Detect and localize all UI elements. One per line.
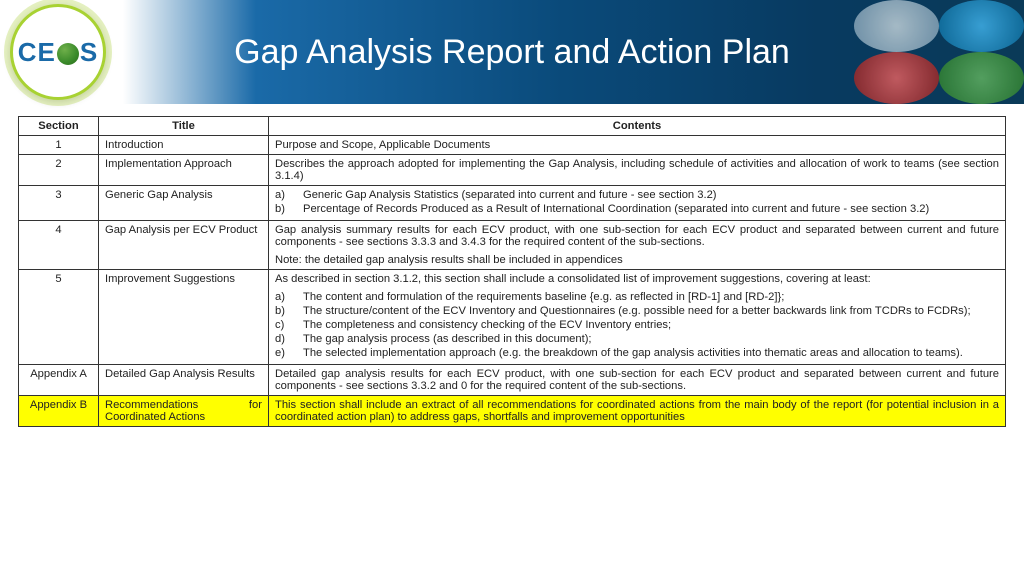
cell-title: Improvement Suggestions <box>99 270 269 365</box>
col-contents: Contents <box>269 117 1006 136</box>
col-section: Section <box>19 117 99 136</box>
logo-text: C E S <box>18 37 98 68</box>
globe-icon <box>57 43 79 65</box>
table-row: 3Generic Gap Analysis a)Generic Gap Analy… <box>19 186 1006 221</box>
cell-section: 1 <box>19 136 99 155</box>
table-row: Appendix ADetailed Gap Analysis ResultsD… <box>19 365 1006 396</box>
list-marker: d) <box>275 333 303 345</box>
logo-letter: S <box>80 37 98 68</box>
col-title: Title <box>99 117 269 136</box>
contents-text: Describes the approach adopted for imple… <box>275 158 999 182</box>
list-marker: e) <box>275 347 303 359</box>
logo-letter: C <box>18 37 38 68</box>
cell-section: 2 <box>19 155 99 186</box>
list-text: The content and formulation of the requi… <box>303 291 999 303</box>
list-marker: b) <box>275 305 303 317</box>
cell-title: Introduction <box>99 136 269 155</box>
deco-tile <box>939 0 1024 52</box>
header-band: C E S Gap Analysis Report and Action Pla… <box>0 0 1024 104</box>
list-marker: a) <box>275 189 303 201</box>
deco-tile <box>854 52 939 104</box>
list-item: a)The content and formulation of the req… <box>275 291 999 303</box>
cell-title: Generic Gap Analysis <box>99 186 269 221</box>
contents-text: This section shall include an extract of… <box>275 399 999 423</box>
cell-contents: a)Generic Gap Analysis Statistics (separ… <box>269 186 1006 221</box>
list-marker: c) <box>275 319 303 331</box>
header-decoration <box>854 0 1024 104</box>
logo-badge: C E S <box>10 4 106 100</box>
list-item: e)The selected implementation approach (… <box>275 347 999 359</box>
cell-section: 5 <box>19 270 99 365</box>
list-text: Generic Gap Analysis Statistics (separat… <box>303 189 999 201</box>
logo-letter: E <box>38 37 56 68</box>
cell-contents: Gap analysis summary results for each EC… <box>269 221 1006 270</box>
cell-title: Gap Analysis per ECV Product <box>99 221 269 270</box>
list-text: The structure/content of the ECV Invento… <box>303 305 999 317</box>
contents-paragraph: Gap analysis summary results for each EC… <box>275 224 999 248</box>
list-text: Percentage of Records Produced as a Resu… <box>303 203 999 215</box>
cell-section: 4 <box>19 221 99 270</box>
list-marker: a) <box>275 291 303 303</box>
table-container: Section Title Contents 1Introduction Purp… <box>0 104 1024 437</box>
cell-section: Appendix B <box>19 396 99 427</box>
list-marker: b) <box>275 203 303 215</box>
list-item: b)The structure/content of the ECV Inven… <box>275 305 999 317</box>
cell-section: Appendix A <box>19 365 99 396</box>
deco-tile <box>939 52 1024 104</box>
list-item: c)The completeness and consistency check… <box>275 319 999 331</box>
contents-text: Purpose and Scope, Applicable Documents <box>275 139 999 151</box>
table-row: 2Implementation ApproachDescribes the ap… <box>19 155 1006 186</box>
cell-title: Detailed Gap Analysis Results <box>99 365 269 396</box>
cell-contents: Detailed gap analysis results for each E… <box>269 365 1006 396</box>
table-row: 4Gap Analysis per ECV ProductGap analysi… <box>19 221 1006 270</box>
contents-intro: As described in section 3.1.2, this sect… <box>275 273 999 285</box>
contents-list: a)The content and formulation of the req… <box>275 291 999 359</box>
cell-contents: This section shall include an extract of… <box>269 396 1006 427</box>
contents-paragraph: Note: the detailed gap analysis results … <box>275 254 999 266</box>
list-item: a)Generic Gap Analysis Statistics (separ… <box>275 189 999 201</box>
list-text: The gap analysis process (as described i… <box>303 333 999 345</box>
table-header-row: Section Title Contents <box>19 117 1006 136</box>
table-row: Appendix BRecommendations for Coordinate… <box>19 396 1006 427</box>
report-table: Section Title Contents 1Introduction Purp… <box>18 116 1006 427</box>
list-item: d)The gap analysis process (as described… <box>275 333 999 345</box>
cell-section: 3 <box>19 186 99 221</box>
list-text: The completeness and consistency checkin… <box>303 319 999 331</box>
list-item: b)Percentage of Records Produced as a Re… <box>275 203 999 215</box>
cell-title: Recommendations for Coordinated Actions <box>99 396 269 427</box>
table-row: 5Improvement Suggestions As described in … <box>19 270 1006 365</box>
table-row: 1Introduction Purpose and Scope, Applicab… <box>19 136 1006 155</box>
cell-title: Implementation Approach <box>99 155 269 186</box>
list-text: The selected implementation approach (e.… <box>303 347 999 359</box>
cell-contents: Purpose and Scope, Applicable Documents <box>269 136 1006 155</box>
contents-text: Detailed gap analysis results for each E… <box>275 368 999 392</box>
cell-contents: Describes the approach adopted for imple… <box>269 155 1006 186</box>
contents-list: a)Generic Gap Analysis Statistics (separ… <box>275 189 999 215</box>
deco-tile <box>854 0 939 52</box>
cell-contents: As described in section 3.1.2, this sect… <box>269 270 1006 365</box>
